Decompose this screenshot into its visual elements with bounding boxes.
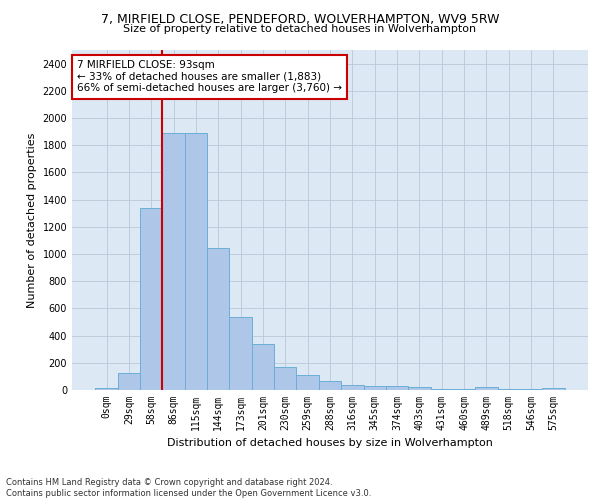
Bar: [252, 344, 274, 390]
Bar: [163, 133, 185, 390]
Bar: [364, 386, 386, 390]
Text: 7 MIRFIELD CLOSE: 93sqm
← 33% of detached houses are smaller (1,883)
66% of semi: 7 MIRFIELD CLOSE: 93sqm ← 33% of detache…: [77, 60, 342, 94]
Bar: [408, 388, 431, 390]
Bar: [118, 373, 140, 390]
Text: Size of property relative to detached houses in Wolverhampton: Size of property relative to detached ho…: [124, 24, 476, 34]
Bar: [274, 367, 296, 390]
Text: 7, MIRFIELD CLOSE, PENDEFORD, WOLVERHAMPTON, WV9 5RW: 7, MIRFIELD CLOSE, PENDEFORD, WOLVERHAMP…: [101, 12, 499, 26]
Y-axis label: Number of detached properties: Number of detached properties: [27, 132, 37, 308]
Bar: [542, 388, 565, 390]
Bar: [386, 386, 408, 390]
Bar: [185, 133, 207, 390]
Bar: [341, 384, 364, 390]
Bar: [475, 388, 497, 390]
Text: Contains HM Land Registry data © Crown copyright and database right 2024.
Contai: Contains HM Land Registry data © Crown c…: [6, 478, 371, 498]
Bar: [296, 375, 319, 390]
X-axis label: Distribution of detached houses by size in Wolverhampton: Distribution of detached houses by size …: [167, 438, 493, 448]
Bar: [140, 208, 163, 390]
Bar: [207, 248, 229, 390]
Bar: [319, 381, 341, 390]
Bar: [229, 316, 252, 390]
Bar: [95, 388, 118, 390]
